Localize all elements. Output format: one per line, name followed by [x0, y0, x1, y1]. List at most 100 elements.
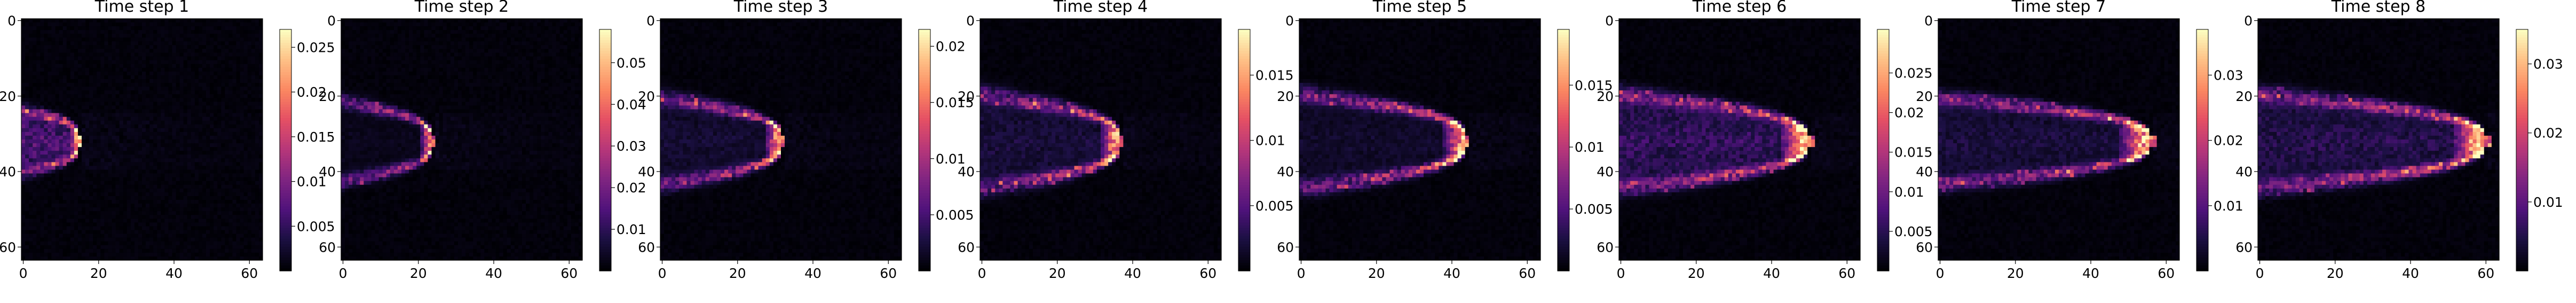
heatmap-cell [97, 196, 100, 200]
heatmap-cell [142, 41, 146, 45]
heatmap-cell [217, 154, 221, 158]
heatmap-cell [153, 154, 157, 158]
heatmap-cell [352, 57, 356, 60]
heatmap-cell [168, 79, 172, 83]
heatmap-cell [552, 30, 556, 34]
heatmap-cell [172, 132, 176, 136]
heatmap-cell [44, 53, 48, 57]
heatmap-cell [248, 139, 251, 143]
heatmap-cell [157, 245, 161, 249]
colorbar-segment [280, 215, 291, 218]
heatmap-cell [161, 64, 164, 68]
heatmap-cell [164, 98, 168, 102]
heatmap-cell [44, 64, 48, 68]
heatmap-cell [116, 177, 120, 181]
heatmap-cell [120, 90, 123, 94]
heatmap-cell [142, 200, 146, 204]
heatmap-cell [462, 19, 465, 22]
colorbar-segment [280, 193, 291, 196]
heatmap-cell [228, 113, 232, 117]
heatmap-cell [251, 45, 255, 49]
heatmap-cell [116, 185, 120, 189]
heatmap-cell [56, 60, 59, 64]
heatmap-cell [85, 230, 89, 234]
heatmap-cell [161, 30, 164, 34]
heatmap-cell [537, 34, 541, 37]
heatmap-cell [251, 72, 255, 75]
heatmap-cell [149, 68, 153, 72]
heatmap-cell [383, 41, 386, 45]
heatmap-cell [135, 19, 138, 22]
heatmap-cell [120, 87, 123, 90]
heatmap-cell [85, 37, 89, 41]
heatmap-cell [142, 207, 146, 211]
heatmap-cell [214, 185, 217, 189]
heatmap-cell [142, 45, 146, 49]
heatmap-cell [146, 147, 149, 151]
heatmap-cell [74, 143, 78, 147]
heatmap-cell [25, 238, 29, 242]
heatmap-cell [202, 34, 206, 37]
heatmap-cell [48, 125, 51, 128]
heatmap-cell [146, 219, 149, 222]
heatmap-cell [544, 60, 548, 64]
heatmap-cell [52, 26, 56, 30]
heatmap-cell [74, 147, 78, 151]
heatmap-cell [48, 94, 51, 98]
heatmap-cell [123, 83, 127, 87]
heatmap-cell [180, 49, 184, 53]
heatmap-cell [251, 185, 255, 189]
heatmap-cell [108, 253, 112, 257]
heatmap-cell [120, 245, 123, 249]
heatmap-cell [89, 125, 93, 128]
heatmap-cell [180, 22, 184, 26]
heatmap-cell [217, 110, 221, 113]
heatmap-cell [74, 83, 78, 87]
heatmap-cell [184, 226, 187, 230]
heatmap-cell [225, 219, 228, 222]
heatmap-cell [184, 37, 187, 41]
heatmap-cell [85, 30, 89, 34]
heatmap-cell [251, 53, 255, 57]
heatmap-cell [199, 128, 202, 132]
heatmap-cell [52, 249, 56, 253]
heatmap-cell [225, 98, 228, 102]
heatmap-cell [116, 158, 120, 162]
heatmap-cell [202, 166, 206, 169]
heatmap-cell [244, 189, 248, 192]
heatmap-cell [255, 219, 259, 222]
heatmap-cell [202, 37, 206, 41]
heatmap-cell [199, 238, 202, 242]
heatmap-cell [89, 37, 93, 41]
heatmap-cell [405, 60, 409, 64]
heatmap-cell [240, 68, 244, 72]
heatmap-cell [199, 154, 202, 158]
heatmap-cell [480, 37, 484, 41]
heatmap-cell [93, 72, 97, 75]
heatmap-cell [48, 151, 51, 154]
heatmap-cell [349, 49, 352, 53]
heatmap-cell [25, 230, 29, 234]
heatmap-cell [33, 94, 36, 98]
heatmap-cell [168, 87, 172, 90]
heatmap-cell [29, 196, 33, 200]
heatmap-cell [52, 98, 56, 102]
heatmap-cell [259, 151, 263, 154]
heatmap-cell [191, 83, 195, 87]
heatmap-cell [93, 125, 97, 128]
heatmap-cell [138, 219, 142, 222]
heatmap-cell [341, 30, 345, 34]
heatmap-cell [172, 204, 176, 207]
heatmap-cell [240, 257, 244, 260]
heatmap-cell [556, 57, 560, 60]
heatmap-cell [195, 139, 199, 143]
heatmap-cell [89, 105, 93, 109]
heatmap-cell [206, 158, 210, 162]
heatmap-cell [255, 45, 259, 49]
heatmap-cell [120, 117, 123, 121]
heatmap-cell [59, 75, 63, 79]
heatmap-cell [432, 60, 436, 64]
heatmap-cell [135, 136, 138, 139]
heatmap-cell [97, 185, 100, 189]
heatmap-cell [112, 121, 116, 125]
